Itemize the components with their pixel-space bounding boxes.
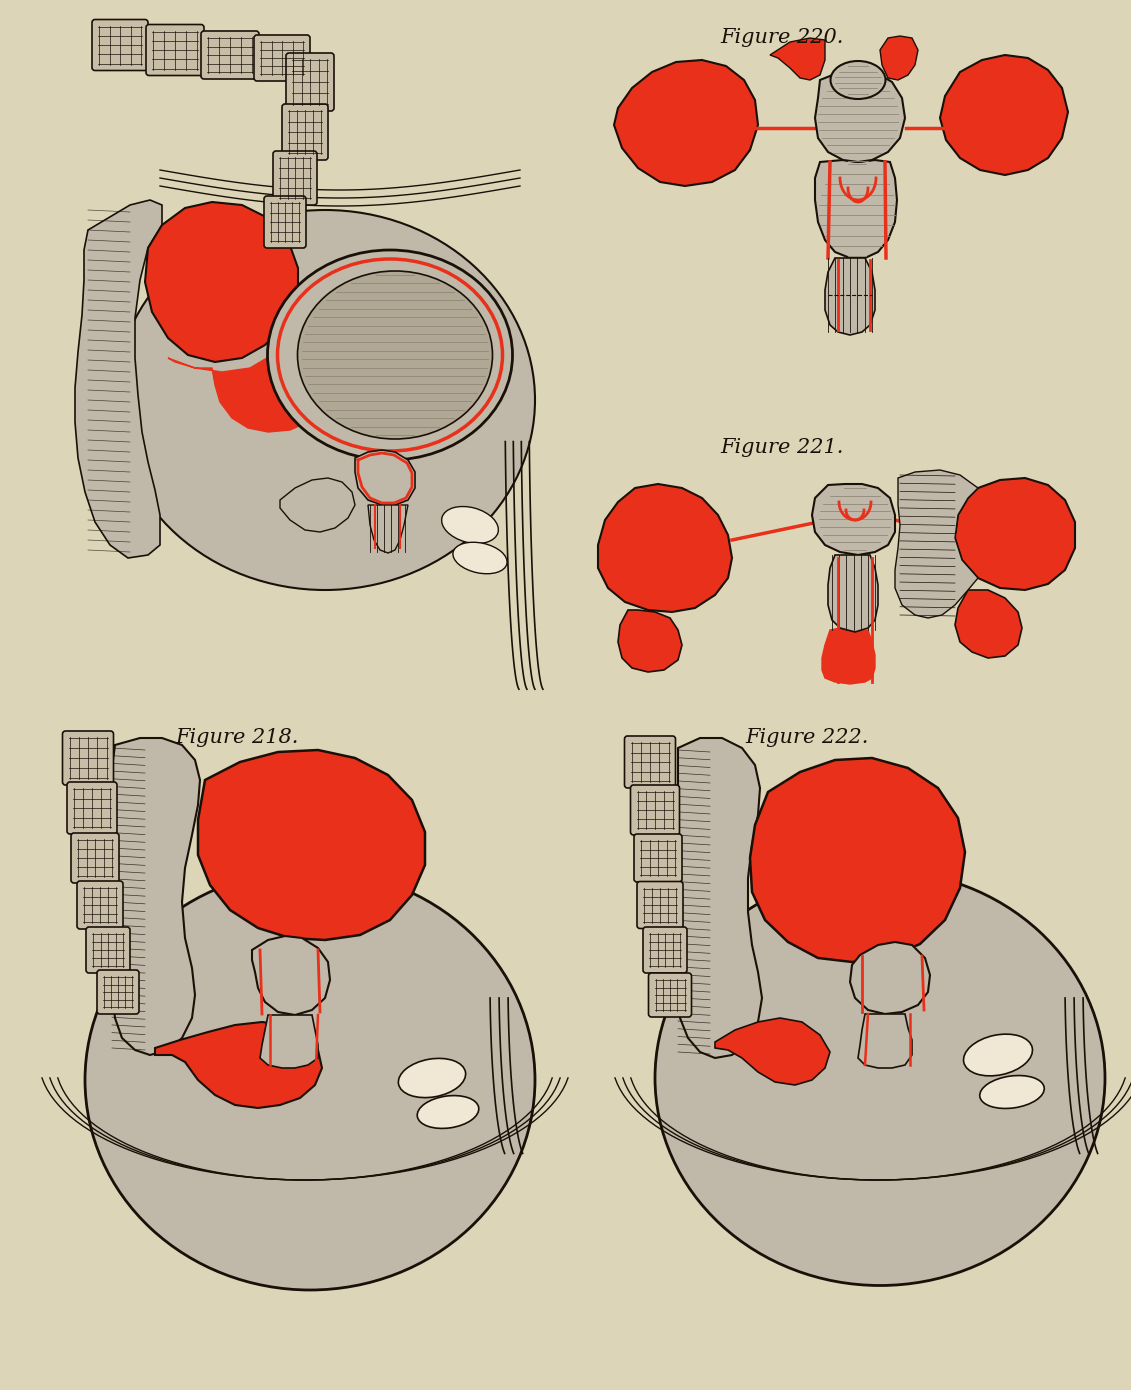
- FancyBboxPatch shape: [92, 19, 148, 71]
- FancyBboxPatch shape: [86, 927, 130, 973]
- Ellipse shape: [655, 870, 1105, 1286]
- Ellipse shape: [441, 506, 499, 543]
- Polygon shape: [198, 751, 425, 940]
- FancyBboxPatch shape: [282, 104, 328, 160]
- FancyBboxPatch shape: [62, 731, 113, 785]
- Polygon shape: [812, 484, 895, 555]
- FancyBboxPatch shape: [273, 152, 317, 204]
- Ellipse shape: [452, 542, 507, 574]
- Polygon shape: [750, 758, 965, 962]
- FancyBboxPatch shape: [67, 783, 116, 834]
- FancyBboxPatch shape: [624, 735, 675, 788]
- FancyBboxPatch shape: [637, 881, 683, 929]
- Polygon shape: [851, 942, 930, 1013]
- Polygon shape: [715, 1017, 830, 1086]
- FancyBboxPatch shape: [77, 881, 123, 929]
- Polygon shape: [955, 589, 1022, 657]
- FancyBboxPatch shape: [71, 833, 119, 883]
- FancyBboxPatch shape: [630, 785, 680, 835]
- Polygon shape: [155, 1022, 322, 1108]
- Ellipse shape: [979, 1076, 1044, 1108]
- Ellipse shape: [268, 250, 512, 460]
- Polygon shape: [75, 200, 162, 557]
- Polygon shape: [895, 470, 978, 619]
- FancyBboxPatch shape: [264, 196, 307, 247]
- Ellipse shape: [417, 1095, 478, 1129]
- Polygon shape: [618, 610, 682, 671]
- Polygon shape: [598, 484, 732, 612]
- FancyBboxPatch shape: [648, 973, 691, 1017]
- Text: Figure 222.: Figure 222.: [745, 728, 869, 746]
- FancyBboxPatch shape: [254, 35, 310, 81]
- Ellipse shape: [398, 1058, 466, 1098]
- Ellipse shape: [85, 870, 535, 1290]
- FancyBboxPatch shape: [146, 25, 204, 75]
- Ellipse shape: [115, 210, 535, 589]
- Polygon shape: [955, 478, 1074, 589]
- Polygon shape: [145, 202, 297, 361]
- Polygon shape: [815, 70, 905, 163]
- Polygon shape: [110, 738, 200, 1055]
- Polygon shape: [355, 450, 415, 505]
- Polygon shape: [169, 322, 330, 432]
- Polygon shape: [822, 628, 875, 684]
- FancyBboxPatch shape: [644, 927, 687, 973]
- Polygon shape: [252, 935, 330, 1015]
- Text: Figure 221.: Figure 221.: [720, 438, 844, 457]
- FancyBboxPatch shape: [634, 834, 682, 883]
- Text: Figure 220.: Figure 220.: [720, 28, 844, 47]
- Polygon shape: [940, 56, 1068, 175]
- Polygon shape: [828, 555, 878, 632]
- Polygon shape: [824, 259, 875, 335]
- Polygon shape: [614, 60, 758, 186]
- FancyBboxPatch shape: [286, 53, 334, 111]
- Ellipse shape: [297, 271, 492, 439]
- Polygon shape: [677, 738, 762, 1058]
- Polygon shape: [280, 478, 355, 532]
- Polygon shape: [858, 1013, 912, 1068]
- Ellipse shape: [830, 61, 886, 99]
- Polygon shape: [880, 36, 918, 81]
- FancyBboxPatch shape: [201, 31, 259, 79]
- FancyBboxPatch shape: [97, 970, 139, 1013]
- Ellipse shape: [964, 1034, 1033, 1076]
- Polygon shape: [770, 38, 824, 81]
- Polygon shape: [260, 1015, 318, 1068]
- Polygon shape: [815, 160, 897, 259]
- Text: Figure 218.: Figure 218.: [175, 728, 299, 746]
- Polygon shape: [368, 505, 408, 553]
